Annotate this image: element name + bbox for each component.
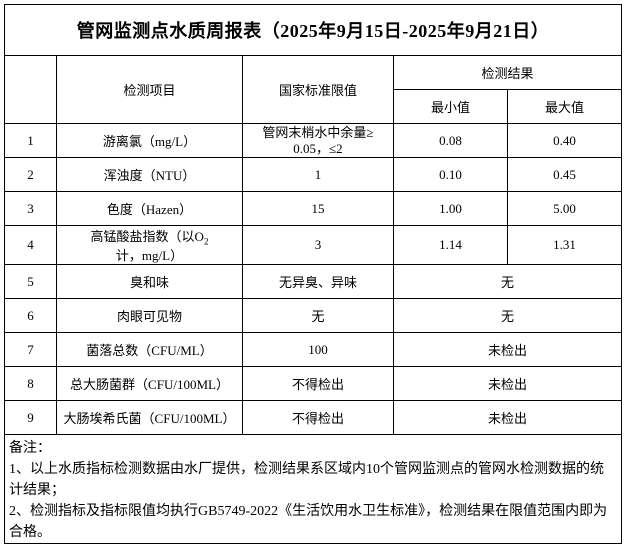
row-index: 8 [4, 366, 57, 401]
item-cell: 色度（Hazen） [56, 191, 243, 226]
title-row: 管网监测点水质周报表（2025年9月15日-2025年9月21日） [4, 4, 622, 56]
header-max: 最大值 [507, 89, 622, 124]
header-index [4, 55, 57, 124]
limit-cell: 1 [242, 157, 394, 192]
item-cell: 游离氯（mg/L） [56, 123, 243, 158]
limit-line-1: 管网末梢水中余量≥ [262, 124, 374, 140]
row-index: 5 [4, 264, 57, 299]
note-line-1: 1、以上水质指标检测数据由水厂提供，检测结果系区域内10个管网监测点的管网水检测… [9, 462, 604, 498]
result-merged-cell: 未检出 [393, 400, 622, 435]
table-row-7: 7 菌落总数（CFU/ML） 100 未检出 [4, 332, 622, 367]
table-row-1: 1 游离氯（mg/L） 管网末梢水中余量≥ 0.05，≤2 0.08 0.40 [4, 123, 622, 158]
limit-line-2: 0.05，≤2 [293, 140, 343, 156]
notes-row: 备注： 1、以上水质指标检测数据由水厂提供，检测结果系区域内10个管网监测点的管… [4, 434, 622, 544]
table-row-9: 9 大肠埃希氏菌（CFU/100ML） 不得检出 未检出 [4, 400, 622, 435]
note-line-2: 2、检测指标及指标限值均执行GB5749-2022《生活饮用水卫生标准》，检测结… [9, 504, 608, 540]
table-row-5: 5 臭和味 无异臭、异味 无 [4, 264, 622, 299]
max-value-cell: 1.31 [507, 225, 622, 265]
min-value-cell: 0.08 [393, 123, 508, 158]
header-limit: 国家标准限值 [242, 55, 394, 124]
limit-cell: 不得检出 [242, 400, 394, 435]
result-merged-cell: 无 [393, 264, 622, 299]
header-item: 检测项目 [56, 55, 243, 124]
min-value-cell: 1.14 [393, 225, 508, 265]
max-value-cell: 0.45 [507, 157, 622, 192]
limit-cell: 15 [242, 191, 394, 226]
limit-cell: 100 [242, 332, 394, 367]
limit-cell: 管网末梢水中余量≥ 0.05，≤2 [242, 123, 394, 158]
table-row-2: 2 浑浊度（NTU） 1 0.10 0.45 [4, 157, 622, 192]
item-cell: 臭和味 [56, 264, 243, 299]
report-container: 管网监测点水质周报表（2025年9月15日-2025年9月21日） 检测项目 国… [4, 4, 622, 544]
header-row-2: 最小值 最大值 [5, 89, 622, 124]
row-index: 7 [4, 332, 57, 367]
item-cell: 大肠埃希氏菌（CFU/100ML） [56, 400, 243, 435]
row-index: 1 [4, 123, 57, 158]
item-subscript: 2 [203, 236, 209, 247]
limit-cell: 3 [242, 225, 394, 265]
item-cell: 总大肠菌群（CFU/100ML） [56, 366, 243, 401]
item-cell: 浑浊度（NTU） [56, 157, 243, 192]
notes-block: 备注： 1、以上水质指标检测数据由水厂提供，检测结果系区域内10个管网监测点的管… [4, 434, 622, 544]
min-value-cell: 0.10 [393, 157, 508, 192]
water-quality-table: 管网监测点水质周报表（2025年9月15日-2025年9月21日） 检测项目 国… [4, 4, 622, 544]
row-index: 3 [4, 191, 57, 226]
header-result-group: 检测结果 [393, 55, 622, 90]
table-row-6: 6 肉眼可见物 无 无 [4, 298, 622, 333]
table-row-4: 4 高锰酸盐指数（以O2 计，mg/L） 3 1.14 1.31 [4, 225, 622, 265]
row-index: 6 [4, 298, 57, 333]
limit-cell: 不得检出 [242, 366, 394, 401]
header-min: 最小值 [393, 89, 508, 124]
result-merged-cell: 未检出 [393, 366, 622, 401]
table-row-3: 3 色度（Hazen） 15 1.00 5.00 [4, 191, 622, 226]
item-cell: 高锰酸盐指数（以O2 计，mg/L） [56, 225, 243, 265]
item-text-pre: 高锰酸盐指数（以O [90, 229, 204, 244]
notes-label: 备注： [9, 441, 51, 456]
row-index: 2 [4, 157, 57, 192]
result-merged-cell: 未检出 [393, 332, 622, 367]
limit-cell: 无 [242, 298, 394, 333]
item-cell: 菌落总数（CFU/ML） [56, 332, 243, 367]
min-value-cell: 1.00 [393, 191, 508, 226]
result-merged-cell: 无 [393, 298, 622, 333]
page-title: 管网监测点水质周报表（2025年9月15日-2025年9月21日） [4, 4, 622, 56]
limit-cell: 无异臭、异味 [242, 264, 394, 299]
max-value-cell: 5.00 [507, 191, 622, 226]
max-value-cell: 0.40 [507, 123, 622, 158]
item-cell: 肉眼可见物 [56, 298, 243, 333]
row-index: 9 [4, 400, 57, 435]
item-text-post: 计，mg/L） [115, 248, 184, 263]
row-index: 4 [4, 225, 57, 265]
header-row-1: 检测项目 国家标准限值 检测结果 [4, 55, 622, 124]
table-row-8: 8 总大肠菌群（CFU/100ML） 不得检出 未检出 [4, 366, 622, 401]
